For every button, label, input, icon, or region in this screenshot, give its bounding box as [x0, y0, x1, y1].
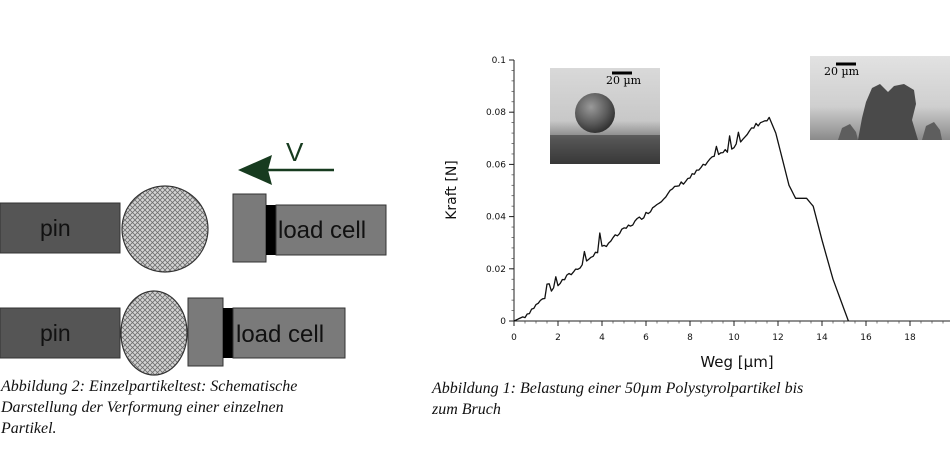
- caption-line: Darstellung der Verformung einer einzeln…: [1, 399, 284, 416]
- y-axis-label: Kraft [N]: [444, 160, 460, 220]
- caption-line: Abbildung 1: Belastung einer 50µm Polyst…: [432, 380, 804, 397]
- particle-photo-broken: [858, 84, 918, 140]
- particle-top: [121, 185, 209, 273]
- load-cell-body-top: [275, 204, 387, 256]
- x-tick-label: 14: [816, 333, 828, 343]
- figure-caption-left: Abbildung 2: Einzelpartikeltest: Schemat…: [1, 376, 421, 439]
- y-tick-group: 0 0.02 0.04 0.06 0.08 0.1: [486, 56, 514, 327]
- particle-bottom-deformed: [120, 290, 188, 376]
- y-tick-label: 0.06: [486, 160, 506, 170]
- load-cell-plate-top: [232, 193, 267, 263]
- caption-line: Abbildung 2: Einzelpartikeltest: Schemat…: [1, 378, 298, 395]
- load-cell-plate-bottom: [187, 297, 224, 367]
- inset-image-broken: 20 µm: [810, 56, 950, 140]
- velocity-label: V: [286, 137, 304, 167]
- x-tick-label: 2: [555, 333, 561, 343]
- load-cell-body-bottom: [232, 307, 346, 359]
- x-axis-label: Weg [µm]: [700, 353, 773, 371]
- load-cell-label-top: load cell: [278, 217, 366, 244]
- inset-scale-label: 20 µm: [606, 74, 642, 87]
- x-tick-label: 12: [772, 333, 783, 343]
- figure-caption-right: Abbildung 1: Belastung einer 50µm Polyst…: [432, 378, 947, 420]
- inset-scale-label: 20 µm: [824, 65, 860, 78]
- velocity-arrow: [238, 155, 334, 185]
- caption-line: Partikel.: [1, 420, 57, 437]
- load-cell-label-bottom: load cell: [236, 321, 324, 348]
- x-tick-group: 0246810121416182: [511, 321, 916, 343]
- x-tick-label: 4: [599, 333, 605, 343]
- pin-block-top: [0, 202, 121, 254]
- inset-image-intact: 20 µm: [550, 68, 660, 164]
- pin-label-top: pin: [40, 215, 71, 241]
- x-tick-label: 8: [687, 333, 693, 343]
- x-tick-label: 0: [511, 333, 517, 343]
- force-displacement-chart: 00.020.040.060.080.1 0246810121416182 We…: [444, 56, 950, 371]
- load-cell-contact-top: [266, 205, 276, 255]
- y-tick-label: 0.08: [486, 108, 506, 118]
- pin-block-bottom: [0, 307, 121, 359]
- x-tick-label: 18: [904, 333, 916, 343]
- caption-line: zum Bruch: [432, 401, 501, 418]
- y-tick-label: 0.1: [492, 56, 506, 66]
- schematic-bottom-row: pin load cell: [0, 290, 346, 376]
- schematic-top-row: pin load cell: [0, 185, 387, 273]
- pin-label-bottom: pin: [40, 320, 71, 346]
- y-tick-label: 0.04: [486, 213, 506, 223]
- schematic-diagram: V pin load cell pin load cell: [0, 137, 387, 376]
- force-curve: [513, 116, 850, 322]
- y-tick-label: 0: [500, 317, 506, 327]
- particle-photo-intact: [575, 93, 615, 133]
- x-tick-label: 16: [860, 333, 872, 343]
- load-cell-contact-bottom: [223, 308, 233, 358]
- y-tick-label: 0.02: [486, 265, 506, 275]
- x-tick-label: 6: [643, 333, 649, 343]
- x-tick-label: 10: [728, 333, 740, 343]
